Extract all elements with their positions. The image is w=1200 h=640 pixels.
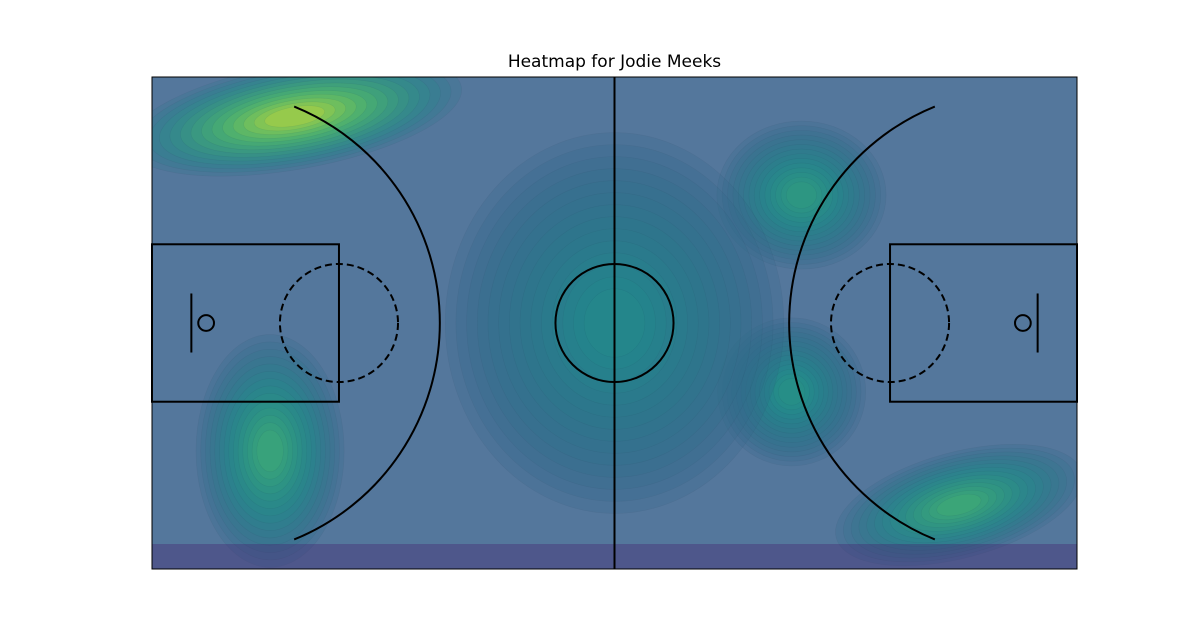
density-contour (785, 181, 817, 209)
density-contour (233, 393, 308, 509)
density-contour (764, 162, 839, 228)
density-contour (936, 493, 982, 517)
density-contour (727, 130, 876, 261)
density-contour (874, 463, 1044, 547)
density-contour (726, 326, 857, 457)
density-contour (211, 86, 378, 147)
right-free-throw-circle (829, 262, 951, 384)
density-contour (222, 90, 368, 143)
density-contour (843, 447, 1075, 563)
density-contour (913, 482, 1005, 528)
density-peak (195, 334, 345, 568)
density-contour (152, 77, 452, 173)
density-contour (159, 77, 431, 166)
density-peak (716, 120, 887, 270)
density-contour (228, 385, 312, 517)
density-contour (778, 378, 806, 406)
density-contour (253, 101, 336, 132)
density-contour (858, 455, 1060, 555)
density-contour (223, 378, 317, 524)
density-contour (764, 364, 820, 420)
density-contour (835, 443, 1077, 567)
density-peak (835, 443, 1077, 567)
left-free-throw-circle (278, 262, 400, 384)
court-lines (151, 77, 1078, 569)
density-contour (195, 334, 345, 568)
density-contour (180, 77, 410, 158)
density-peak (717, 317, 866, 467)
density-contour (731, 331, 852, 453)
left-hoop (197, 314, 215, 332)
center-circle (554, 262, 675, 384)
density-contour (866, 459, 1052, 551)
density-contour (748, 148, 855, 242)
density-contour (850, 451, 1068, 559)
chart-title: Heatmap for Jodie Meeks (507, 52, 722, 72)
density-contour (735, 336, 848, 448)
density-contour (256, 429, 284, 473)
density-contour (152, 77, 462, 177)
density-contour (716, 120, 887, 270)
density-contour (243, 97, 347, 135)
density-contour (780, 176, 823, 214)
density-contour (905, 478, 1013, 532)
density-contour (251, 422, 289, 480)
density-contour (219, 370, 322, 531)
density-contour (200, 341, 340, 561)
density-contour (237, 400, 303, 502)
density-contour (232, 94, 357, 139)
heatmap-density-layer (152, 77, 1077, 569)
density-contour (721, 322, 862, 462)
left-three-point-arc (293, 105, 441, 541)
right-three-point-arc (788, 105, 936, 541)
density-contour (264, 105, 325, 128)
density-contour (205, 348, 336, 553)
density-contour (152, 77, 441, 169)
density-contour (745, 345, 838, 439)
density-contour (209, 356, 331, 546)
density-contour (920, 486, 997, 524)
density-contour (769, 167, 833, 223)
density-contour (889, 470, 1029, 540)
density-contour (242, 407, 298, 495)
density-contour (928, 490, 990, 521)
plot-frame (151, 76, 1078, 570)
density-contour (247, 415, 294, 487)
density-contour (740, 340, 843, 443)
right-hoop (1014, 314, 1032, 332)
density-contour (721, 125, 882, 265)
density-contour (732, 134, 871, 256)
density-contour (753, 153, 850, 237)
density-contour (759, 158, 844, 233)
density-contour (717, 317, 866, 467)
density-contour (214, 363, 326, 539)
density-contour (773, 373, 810, 411)
density-contour (881, 467, 1036, 544)
